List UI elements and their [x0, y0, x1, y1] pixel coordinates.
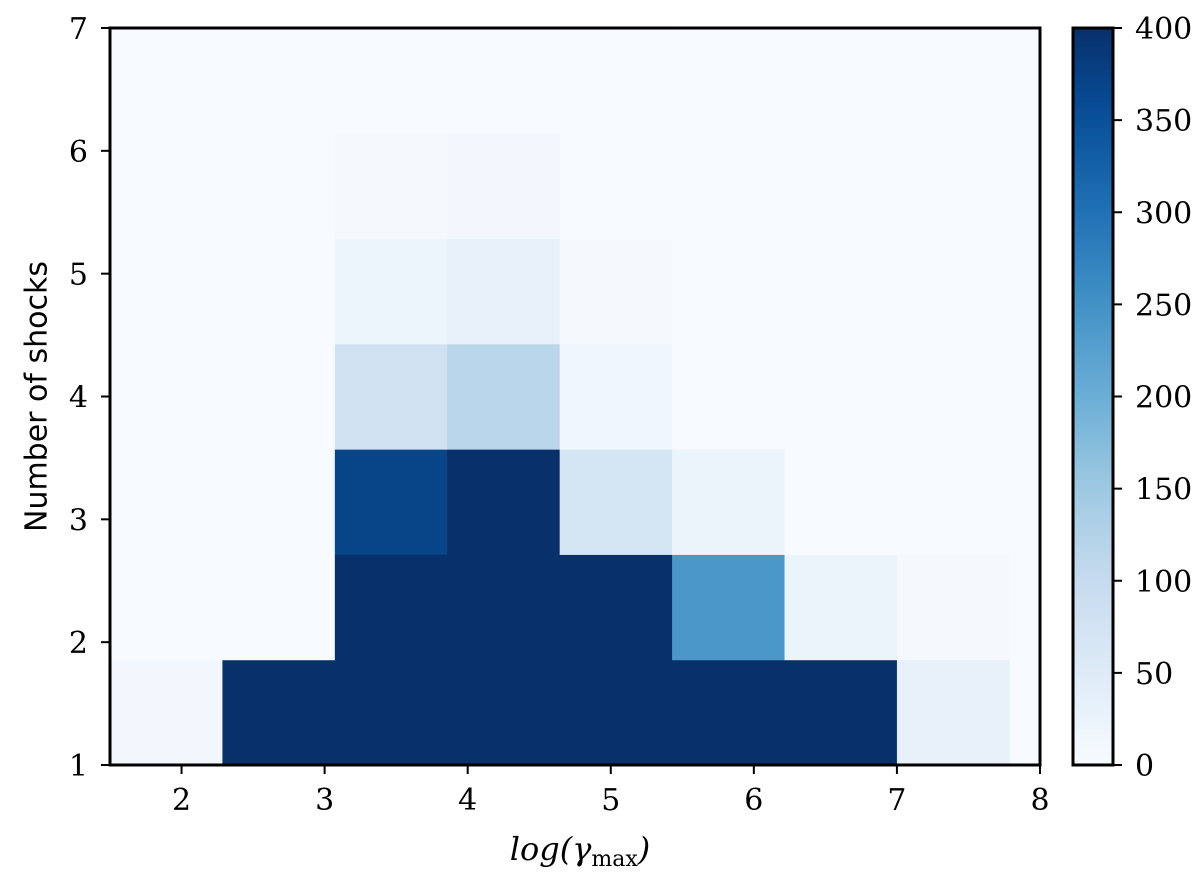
- heatmap-cell: [784, 659, 898, 766]
- x-axis-label-gamma: γ: [572, 830, 592, 868]
- heatmap-cell: [896, 343, 1010, 450]
- heatmap-cell: [222, 343, 336, 450]
- heatmap-cell: [784, 238, 898, 345]
- heatmap-cell: [222, 238, 336, 345]
- heatmap-cell: [559, 28, 673, 134]
- x-tick-label: 3: [315, 783, 334, 818]
- heatmap-cell: [222, 659, 336, 766]
- heatmap-cell: [222, 449, 336, 555]
- x-tick-label: 5: [601, 783, 620, 818]
- heatmap-cell: [447, 554, 561, 661]
- colorbar-tick-label: 300: [1135, 196, 1192, 231]
- heatmap-cell: [672, 28, 786, 134]
- heatmap-cell: [559, 449, 673, 555]
- heatmap-cell: [784, 449, 898, 555]
- heatmap-cell: [334, 659, 448, 766]
- x-axis-label-subscript: max: [591, 847, 638, 872]
- heatmap-cell: [672, 659, 786, 766]
- heatmap-cell: [672, 238, 786, 345]
- colorbar-tick-label: 200: [1135, 381, 1192, 416]
- heatmap-cell: [334, 449, 448, 555]
- heatmap-cell: [896, 659, 1010, 766]
- x-axis-ticks: 2 3 4 5 6 7 8: [172, 765, 1050, 818]
- x-tick-label: 2: [172, 783, 191, 818]
- y-tick-label: 4: [69, 381, 88, 416]
- colorbar-tick-label: 100: [1135, 565, 1192, 600]
- heatmap-cell: [222, 28, 336, 134]
- heatmap-cell: [896, 449, 1010, 555]
- heatmap-cell: [334, 238, 448, 345]
- y-tick-label: 1: [69, 749, 88, 784]
- heatmap-cell: [222, 554, 336, 661]
- heatmap-cell: [110, 343, 223, 450]
- heatmap-cell: [672, 554, 786, 661]
- colorbar-tick-label: 50: [1135, 657, 1173, 692]
- heatmap-cell: [110, 449, 223, 555]
- heatmap-cell: [110, 28, 223, 134]
- heatmap-cell: [447, 449, 561, 555]
- heatmap-cell: [784, 343, 898, 450]
- heatmap-cell: [784, 28, 898, 134]
- y-tick-label: 3: [69, 503, 88, 538]
- heatmap-cell: [447, 659, 561, 766]
- colorbar: [1073, 28, 1113, 765]
- heatmap-cell: [672, 449, 786, 555]
- x-tick-label: 4: [458, 783, 477, 818]
- colorbar-tick-label: 400: [1135, 12, 1192, 47]
- x-axis-label-close: ): [637, 830, 650, 868]
- heatmap-cell: [447, 343, 561, 450]
- heatmap-cell: [559, 659, 673, 766]
- colorbar-tick-label: 150: [1135, 473, 1192, 508]
- x-tick-label: 7: [887, 783, 906, 818]
- heatmap-cell: [447, 133, 561, 240]
- heatmap-cell: [896, 238, 1010, 345]
- heatmap-cell: [784, 554, 898, 661]
- colorbar-tick-label: 250: [1135, 288, 1192, 323]
- heatmap-cell: [334, 343, 448, 450]
- heatmap-cell: [784, 133, 898, 240]
- heatmap-cell: [672, 343, 786, 450]
- heatmap-cell: [334, 554, 448, 661]
- colorbar-tick-label: 0: [1135, 749, 1154, 784]
- heatmap-cell: [447, 28, 561, 134]
- heatmap-cell: [559, 343, 673, 450]
- heatmap-cell: [896, 554, 1010, 661]
- y-tick-label: 6: [69, 135, 88, 170]
- y-tick-label: 7: [69, 12, 88, 47]
- heatmap-cell: [447, 238, 561, 345]
- heatmap-cell: [896, 133, 1010, 240]
- heatmap-cell: [110, 133, 223, 240]
- heatmap-cell: [672, 133, 786, 240]
- heatmap-cell: [334, 28, 448, 134]
- heatmap-cell: [222, 133, 336, 240]
- x-tick-label: 8: [1030, 783, 1049, 818]
- heatmap-cell: [110, 659, 223, 766]
- x-axis-label: log(γmax): [510, 830, 650, 872]
- heatmap-cell: [334, 133, 448, 240]
- y-axis-label: Number of shocks: [20, 261, 55, 532]
- heatmap-cell: [559, 554, 673, 661]
- y-tick-label: 2: [69, 626, 88, 661]
- y-tick-label: 5: [69, 258, 88, 293]
- x-tick-label: 6: [744, 783, 763, 818]
- x-axis-label-main: log(: [510, 830, 574, 868]
- y-axis-ticks: 1 2 3 4 5 6 7: [69, 12, 110, 784]
- heatmap-cell: [559, 238, 673, 345]
- colorbar-ticks: 0 50 100 150 200 250 300 350 400: [1113, 12, 1192, 784]
- heatmap-cell: [110, 554, 223, 661]
- colorbar-tick-label: 350: [1135, 104, 1192, 139]
- heatmap-cell: [559, 133, 673, 240]
- heatmap-cell: [110, 238, 223, 345]
- heatmap-cell: [896, 28, 1010, 134]
- heatmap-cells: [110, 28, 1040, 766]
